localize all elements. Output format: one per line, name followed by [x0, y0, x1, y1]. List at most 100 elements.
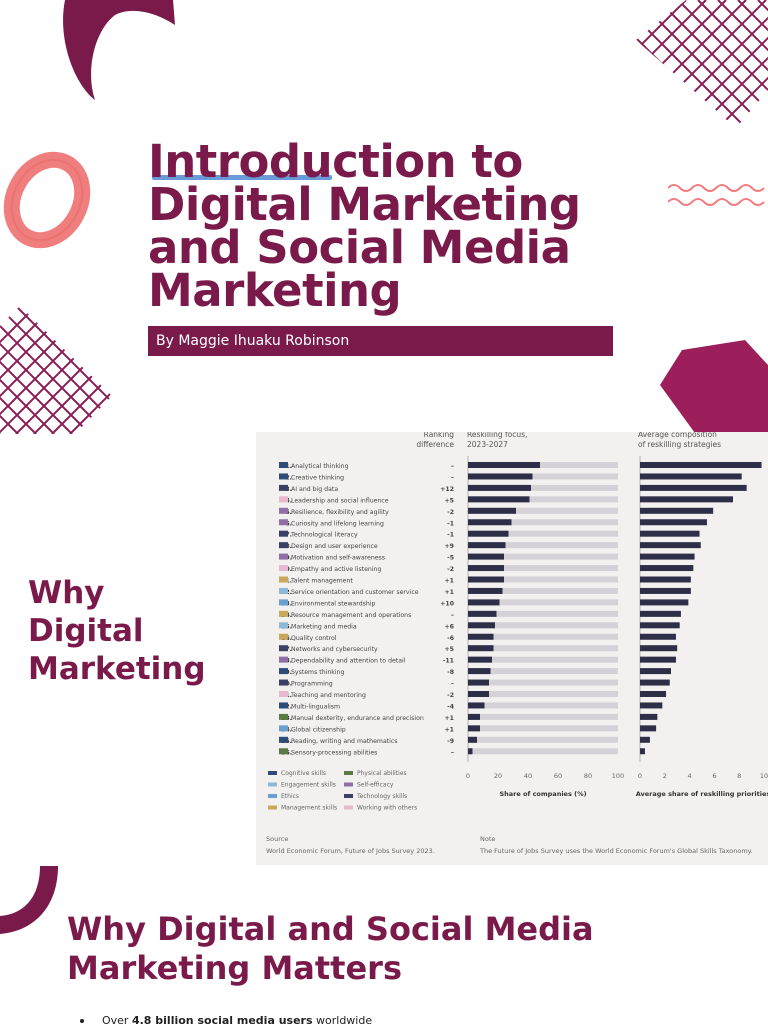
share-bar-bg — [468, 656, 618, 663]
row-skill-label: Curiosity and lifelong learning — [291, 520, 384, 527]
share-bar — [468, 519, 512, 526]
header-ranking: difference — [416, 440, 454, 449]
share-bar-bg — [468, 748, 618, 755]
grid-diamond-left — [0, 306, 112, 434]
row-category-swatch — [279, 622, 288, 629]
row-rank: 3. — [285, 486, 292, 493]
row-skill-label: Resilience, flexibility and agility — [291, 509, 389, 516]
why-matters-heading: Why Digital and Social Media Marketing M… — [67, 910, 727, 988]
share-bar — [468, 748, 473, 755]
legend-swatch — [344, 782, 353, 787]
avg-bar — [640, 599, 689, 606]
share-bar-bg — [468, 496, 618, 503]
avg-bar — [640, 691, 667, 697]
skills-chart: Ranking difference Reskilling focus, 2023-2… — [256, 432, 768, 865]
title-line: Digital Marketing — [148, 178, 581, 231]
bullet-prefix: Over — [102, 1014, 132, 1024]
share-bar-bg — [468, 565, 618, 572]
row-diff: +1 — [445, 589, 455, 596]
row-skill-label: Reading, writing and mathematics — [291, 738, 398, 745]
row-skill-label: Environmental stewardship — [291, 600, 376, 607]
avg-bar — [640, 633, 676, 640]
header-composition: Average composition — [638, 432, 717, 439]
row-category-swatch — [279, 462, 288, 468]
row-diff: – — [451, 463, 454, 470]
row-diff: -5 — [447, 555, 454, 562]
row-category-swatch — [279, 530, 288, 537]
avg-tick-label: 8 — [737, 772, 741, 780]
row-category-swatch — [279, 599, 288, 606]
share-bar-bg — [468, 668, 618, 675]
share-bar-bg — [468, 725, 618, 732]
share-bar-bg — [468, 610, 618, 617]
row-skill-label: Resource management and operations — [291, 612, 411, 619]
avg-tick-label: 0 — [638, 772, 642, 780]
row-skill-label: Dependability and attention to detail — [291, 658, 406, 665]
row-skill-label: Creative thinking — [291, 474, 344, 481]
share-bar-bg — [468, 622, 618, 629]
row-rank: 4. — [285, 497, 292, 504]
share-bar-bg — [468, 484, 618, 491]
avg-bar — [640, 713, 658, 720]
share-bar — [468, 679, 489, 686]
header-composition: of reskilling strategies — [638, 440, 721, 449]
share-bar-bg — [468, 679, 618, 686]
hexagon-shape — [660, 340, 768, 440]
share-bar-bg — [468, 462, 618, 468]
share-bar — [468, 736, 477, 743]
note-text: The Future of Jobs Survey uses the World… — [479, 847, 753, 855]
legend-label: Cognitive skills — [281, 770, 326, 777]
avg-bar — [640, 530, 700, 537]
row-skill-label: Talent management — [290, 578, 353, 585]
row-skill-label: Multi-lingualism — [291, 703, 340, 710]
row-diff: +10 — [440, 600, 454, 607]
legend-label: Technology skills — [356, 793, 407, 800]
header-reskilling: Reskilling focus, — [467, 432, 527, 439]
avg-bar — [640, 519, 707, 526]
row-category-swatch — [279, 565, 288, 572]
row-diff: +1 — [445, 726, 455, 733]
legend-swatch — [344, 771, 353, 775]
ring-shape — [3, 151, 91, 249]
avg-bar — [640, 656, 676, 663]
legend-swatch — [268, 771, 277, 775]
row-diff: +6 — [445, 623, 455, 630]
source-label: Source — [266, 835, 288, 843]
share-bar-bg — [468, 645, 618, 652]
why-digital-marketing-heading: Why Digital Marketing — [28, 574, 258, 688]
share-bar-bg — [468, 542, 618, 549]
legend-swatch — [268, 782, 277, 787]
avg-bar — [640, 576, 691, 583]
row-diff: -4 — [447, 703, 455, 710]
row-category-swatch — [279, 679, 288, 686]
row-diff: -8 — [447, 669, 454, 676]
row-category-swatch — [279, 713, 288, 720]
row-diff: -1 — [447, 532, 454, 539]
avg-bar — [640, 702, 663, 709]
wave-lines — [668, 184, 765, 206]
heading-line: Marketing Matters — [67, 949, 402, 987]
avg-tick-label: 2 — [663, 772, 667, 780]
row-category-swatch — [279, 576, 288, 583]
avg-bar — [640, 725, 657, 732]
share-bar — [468, 576, 504, 583]
row-skill-label: Service orientation and customer service — [291, 589, 419, 596]
share-bar — [468, 610, 497, 617]
share-tick-label: 60 — [554, 772, 562, 780]
share-tick-label: 40 — [524, 772, 532, 780]
row-skill-label: Programming — [291, 681, 333, 688]
row-category-swatch — [279, 610, 288, 617]
row-diff: +5 — [445, 497, 455, 504]
avg-bar — [640, 668, 671, 675]
row-rank: 1. — [285, 463, 292, 470]
share-bar-bg — [468, 713, 618, 720]
legend-label: Engagement skills — [281, 782, 336, 789]
legend-swatch — [344, 794, 353, 798]
avg-bar — [640, 484, 747, 491]
share-bar — [468, 645, 494, 652]
avg-bar — [640, 610, 681, 617]
legend-swatch — [268, 805, 277, 810]
row-category-swatch — [279, 725, 288, 732]
row-diff: -11 — [443, 658, 454, 665]
